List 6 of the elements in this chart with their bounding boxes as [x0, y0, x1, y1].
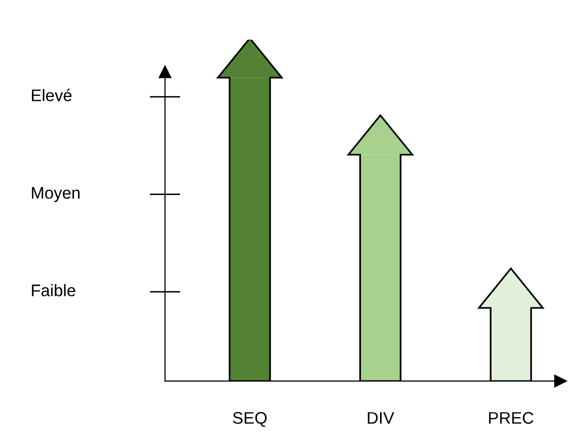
x-tick-label: DIV [368, 412, 394, 424]
x-tick-label: SEQ [233, 412, 267, 427]
text: Elevé [32, 88, 72, 102]
text: Faible [32, 284, 76, 296]
x-tick-label: PREC [489, 412, 534, 424]
text: Moyen [32, 187, 80, 202]
